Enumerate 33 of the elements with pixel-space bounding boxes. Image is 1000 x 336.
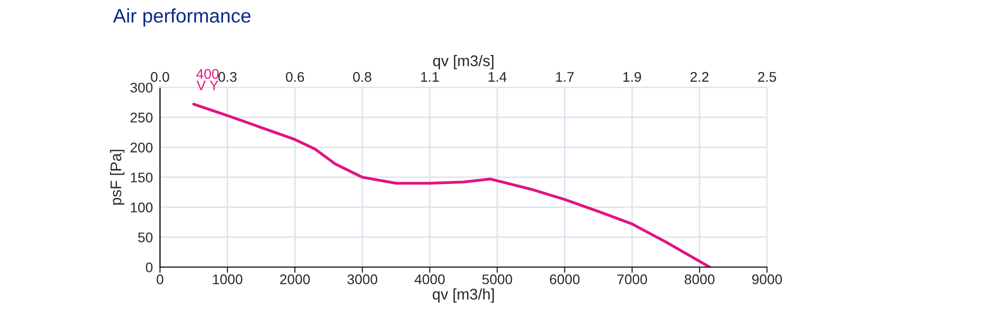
y-tick-label: 250 xyxy=(130,112,153,122)
x2-tick-label: 0.0 xyxy=(150,72,170,82)
x-tick-label: 9000 xyxy=(752,274,782,284)
x-tick-label: 6000 xyxy=(550,274,580,284)
x2-tick-label: 0.6 xyxy=(286,72,304,82)
line-series xyxy=(192,102,712,268)
x-tick-label: 4000 xyxy=(414,274,445,284)
y-tick-label: 200 xyxy=(130,142,153,152)
y-tick-label: 300 xyxy=(130,82,153,93)
x2-axis-title: qv [m3/s] xyxy=(433,55,494,70)
x-tick-label: 1000 xyxy=(213,274,242,284)
y-tick-label: 50 xyxy=(138,232,153,242)
x-tick-label: 0 xyxy=(156,274,164,284)
x-tick-label: 3000 xyxy=(347,274,378,284)
series-label: 400 V Y xyxy=(196,69,219,90)
x-tick-label: 8000 xyxy=(684,274,714,284)
x2-tick-label: 2.5 xyxy=(758,72,776,82)
x2-tick-label: 0.3 xyxy=(218,72,237,82)
x-tick-label: 2000 xyxy=(280,274,310,284)
x-tick-label: 5000 xyxy=(482,274,512,284)
y-tick-label: 150 xyxy=(130,172,153,182)
x-axis-title: qv [m3/h] xyxy=(432,288,494,303)
y-axis-title: psF [Pa] xyxy=(110,150,124,205)
x2-tick-label: 1.7 xyxy=(556,72,574,82)
y-tick-label: 0 xyxy=(146,262,153,272)
x2-tick-label: 2.2 xyxy=(690,72,708,82)
x2-tick-label: 0.8 xyxy=(353,72,372,82)
chart-title: Air performance xyxy=(113,8,250,27)
x2-tick-label: 1.4 xyxy=(488,72,506,82)
x2-tick-label: 1.1 xyxy=(421,72,439,82)
y-tick-label: 100 xyxy=(130,202,153,212)
x2-tick-label: 1.9 xyxy=(623,72,641,82)
x-tick-label: 7000 xyxy=(617,274,648,284)
